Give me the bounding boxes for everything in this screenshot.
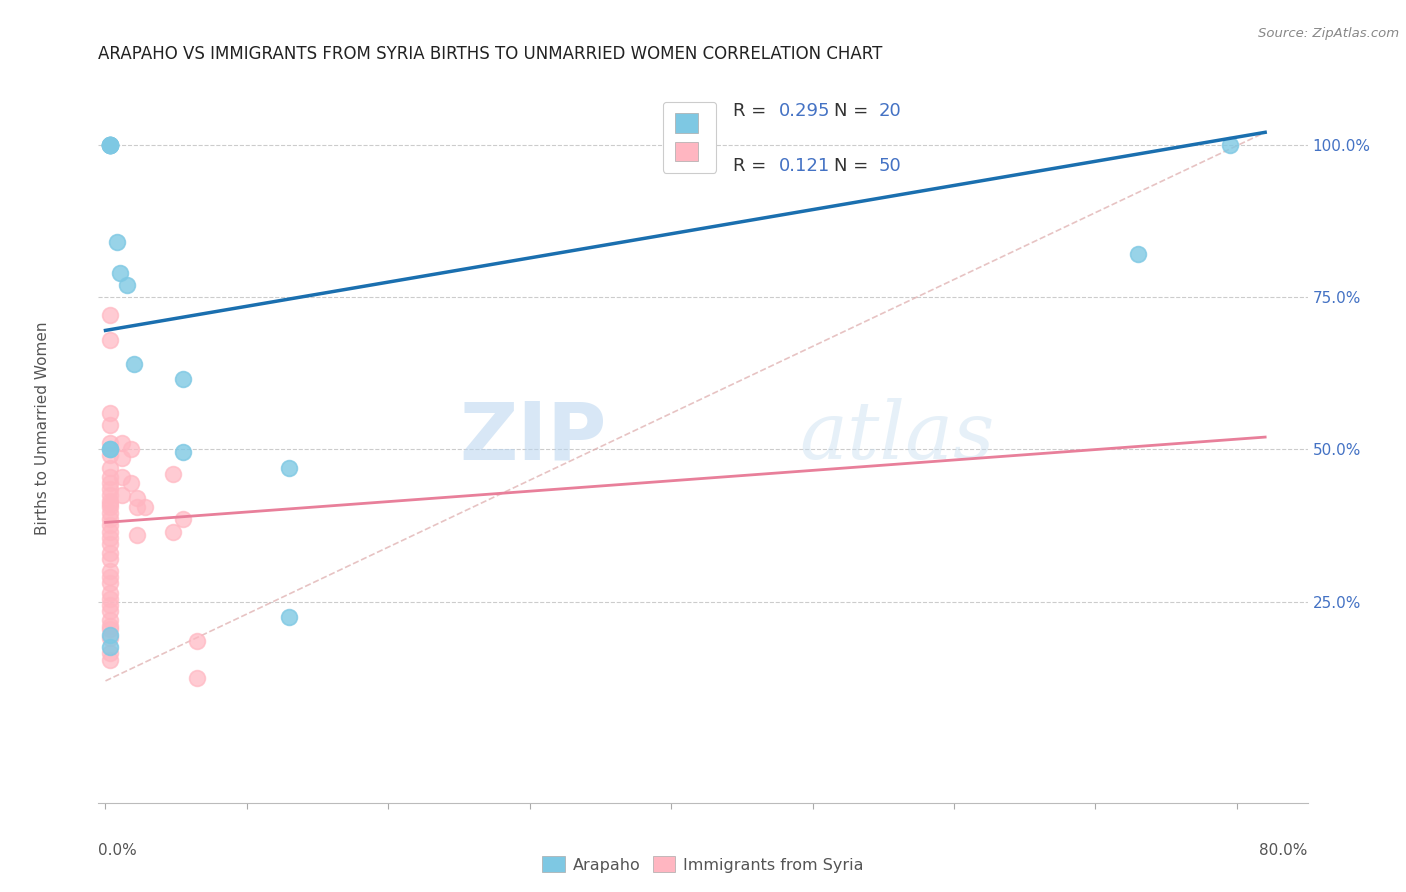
Point xyxy=(98,460,121,475)
Text: Births to Unmarried Women: Births to Unmarried Women xyxy=(35,321,51,535)
Point xyxy=(98,475,121,490)
Point xyxy=(98,518,121,533)
Point xyxy=(98,585,121,599)
Point xyxy=(98,436,121,450)
Point xyxy=(98,570,121,584)
Point xyxy=(125,500,148,515)
Point xyxy=(172,512,194,526)
Point xyxy=(125,527,148,541)
Text: 20: 20 xyxy=(879,102,901,120)
Text: R =: R = xyxy=(734,157,772,175)
Point xyxy=(98,531,121,545)
Text: 0.295: 0.295 xyxy=(779,102,831,120)
Point xyxy=(98,137,121,152)
Point xyxy=(98,442,121,457)
Text: Source: ZipAtlas.com: Source: ZipAtlas.com xyxy=(1258,27,1399,40)
Text: 80.0%: 80.0% xyxy=(1260,843,1308,858)
Point xyxy=(1126,247,1149,261)
Point xyxy=(98,137,121,152)
Point xyxy=(98,506,121,520)
Point xyxy=(98,137,121,152)
Point xyxy=(98,497,121,511)
Legend: Arapaho, Immigrants from Syria: Arapaho, Immigrants from Syria xyxy=(536,849,870,879)
Point xyxy=(98,500,121,515)
Point xyxy=(98,469,121,483)
Point xyxy=(98,488,121,502)
Point xyxy=(111,451,134,466)
Point xyxy=(98,546,121,560)
Point xyxy=(278,610,301,624)
Point xyxy=(98,494,121,508)
Point xyxy=(162,467,184,481)
Point xyxy=(98,137,121,152)
Text: atlas: atlas xyxy=(800,399,995,475)
Point xyxy=(98,647,121,661)
Point xyxy=(134,500,156,515)
Point xyxy=(98,564,121,578)
Text: 0.121: 0.121 xyxy=(779,157,831,175)
Point xyxy=(125,491,148,505)
Point xyxy=(98,652,121,666)
Point xyxy=(98,604,121,618)
Point xyxy=(186,671,208,685)
Point xyxy=(98,598,121,612)
Point xyxy=(186,634,208,648)
Point xyxy=(172,445,194,459)
Point xyxy=(98,619,121,633)
Point xyxy=(111,436,134,450)
Text: 0.0%: 0.0% xyxy=(98,843,138,858)
Point xyxy=(98,576,121,591)
Text: N =: N = xyxy=(834,157,873,175)
Point xyxy=(108,266,131,280)
Point xyxy=(98,442,121,457)
Point xyxy=(111,488,134,502)
Point xyxy=(98,137,121,152)
Point xyxy=(122,357,145,371)
Point xyxy=(172,372,194,386)
Point xyxy=(98,537,121,551)
Point xyxy=(98,613,121,627)
Text: 50: 50 xyxy=(879,157,901,175)
Point xyxy=(98,622,121,636)
Text: R =: R = xyxy=(734,102,772,120)
Point xyxy=(98,628,121,642)
Point xyxy=(162,524,184,539)
Point xyxy=(111,469,134,483)
Point xyxy=(98,137,121,152)
Point xyxy=(98,552,121,566)
Text: ARAPAHO VS IMMIGRANTS FROM SYRIA BIRTHS TO UNMARRIED WOMEN CORRELATION CHART: ARAPAHO VS IMMIGRANTS FROM SYRIA BIRTHS … xyxy=(98,45,883,62)
Point xyxy=(98,512,121,526)
Point xyxy=(98,524,121,539)
Point xyxy=(1219,137,1241,152)
Point xyxy=(98,640,121,655)
Point xyxy=(120,442,142,457)
Point xyxy=(115,277,138,292)
Point xyxy=(98,406,121,420)
Point xyxy=(98,333,121,347)
Point xyxy=(98,632,121,646)
Text: ZIP: ZIP xyxy=(458,398,606,476)
Point xyxy=(120,475,142,490)
Text: N =: N = xyxy=(834,102,873,120)
Point xyxy=(98,482,121,496)
Point xyxy=(278,460,301,475)
Point xyxy=(98,591,121,606)
Point xyxy=(98,449,121,463)
Point xyxy=(105,235,128,249)
Point xyxy=(98,417,121,432)
Point xyxy=(98,308,121,322)
